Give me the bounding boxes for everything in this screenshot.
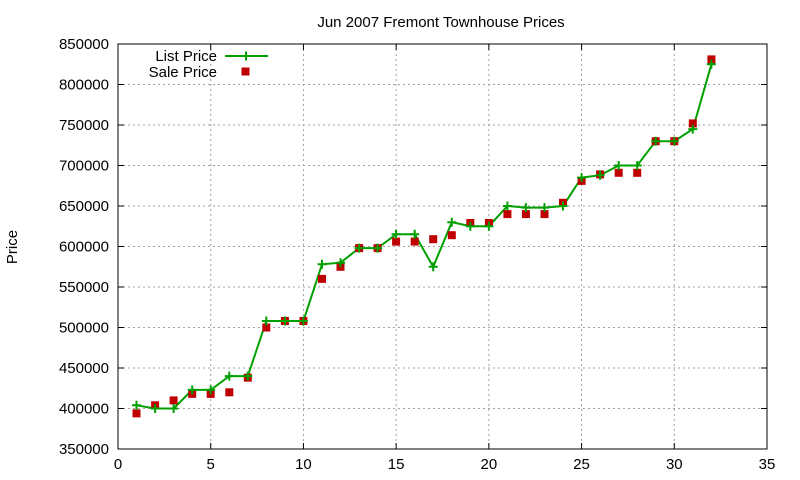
list-price-point [280, 316, 290, 326]
list-price-point [317, 259, 327, 269]
x-tick-label: 35 [759, 456, 776, 473]
sale-price-point [540, 210, 549, 219]
list-price-point [187, 385, 197, 395]
list-price-point [169, 404, 179, 413]
list-price-point [632, 161, 642, 170]
chart-title: Jun 2007 Fremont Townhouse Prices [317, 14, 564, 31]
y-tick-label: 600000 [59, 239, 109, 256]
y-tick-label: 350000 [59, 441, 109, 458]
list-price-line [136, 64, 713, 410]
list-price-point [391, 229, 401, 239]
x-tick-label: 15 [388, 456, 405, 473]
legend-label-sale-price: Sale Price [149, 64, 217, 81]
y-tick-label: 650000 [59, 198, 109, 215]
y-axis-label: Price [4, 230, 21, 264]
x-tick-label: 5 [207, 456, 215, 473]
sale-price-point [429, 235, 438, 244]
sale-price-point [447, 231, 456, 240]
y-tick-label: 450000 [59, 360, 109, 377]
x-tick-label: 30 [666, 456, 683, 473]
list-price-point [150, 404, 160, 413]
list-price-point [651, 136, 661, 146]
list-price-point [521, 203, 531, 213]
sale-price-point [521, 210, 530, 219]
list-price-point [669, 136, 679, 146]
list-price-point [410, 229, 420, 239]
sale-price-point [262, 323, 271, 332]
list-price-point [354, 243, 364, 253]
x-tick-label: 0 [114, 456, 122, 473]
y-tick-label: 800000 [59, 77, 109, 94]
list-price-point [298, 316, 308, 326]
y-tick-label: 700000 [59, 158, 109, 175]
y-tick-label: 750000 [59, 117, 109, 134]
list-price-point [540, 203, 549, 213]
x-tick-label: 20 [481, 456, 498, 473]
list-price-point [484, 221, 494, 231]
x-tick-label: 10 [295, 456, 312, 473]
list-price-point [336, 258, 345, 268]
sale-price-point [707, 55, 716, 64]
list-price-point [224, 371, 234, 381]
list-price-point [577, 173, 587, 183]
list-price-point [502, 201, 512, 211]
list-price-point [706, 59, 716, 69]
sale-price-point [633, 168, 642, 177]
sale-price-point [132, 409, 141, 418]
list-price-point [243, 371, 253, 381]
list-price-point [465, 221, 475, 231]
sale-price-point [318, 274, 326, 283]
sale-price-point [503, 210, 512, 219]
list-price-point [261, 316, 271, 326]
x-tick-label: 25 [573, 456, 590, 473]
sale-price-point [410, 237, 419, 246]
list-price-point [206, 385, 216, 395]
list-price-point [373, 243, 383, 253]
grid [118, 44, 767, 449]
sale-price-point [614, 168, 623, 177]
y-tick-label: 500000 [59, 320, 109, 337]
sale-price-point [392, 237, 401, 246]
y-tick-label: 400000 [59, 401, 109, 418]
y-tick-label: 850000 [59, 36, 109, 53]
legend: List Price Sale Price [149, 48, 268, 81]
legend-label-list-price: List Price [155, 48, 217, 65]
list-price-point [614, 161, 624, 170]
list-price-point [447, 217, 457, 227]
sale-price-point [169, 396, 178, 405]
legend-marker-list-price [241, 51, 251, 61]
sale-price-point [688, 119, 697, 128]
legend-marker-sale-price [241, 67, 250, 76]
y-tick-label: 550000 [59, 279, 109, 296]
list-price-point [558, 201, 568, 211]
sale-price-point [225, 388, 234, 397]
list-price-point [428, 262, 438, 272]
axis-ticks: 0 5 10 15 20 25 30 35 350000 400000 450000 500000 55… [59, 36, 775, 473]
list-price-point [688, 124, 698, 134]
list-price-point [132, 400, 141, 410]
series [132, 55, 716, 418]
list-price-point [595, 170, 605, 180]
